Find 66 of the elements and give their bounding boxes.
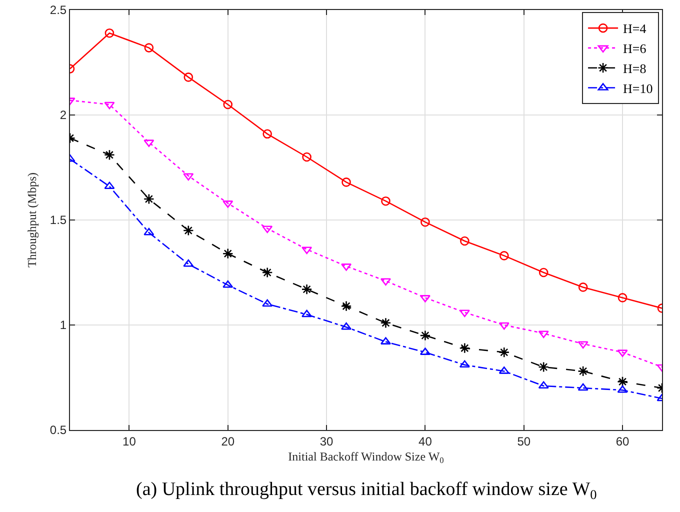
point (381, 196, 390, 206)
x-tick-label: 50 (517, 434, 531, 448)
point (538, 381, 549, 389)
point (262, 299, 273, 307)
point (301, 284, 312, 295)
legend-label: H=6 (623, 41, 647, 56)
point (184, 72, 194, 82)
point (420, 217, 430, 227)
x-tick-label: 30 (320, 434, 334, 448)
point (498, 346, 510, 358)
x-axis-title: Initial Backoff Window Size W$_{0}$ (288, 449, 444, 465)
point (144, 228, 154, 236)
point (420, 330, 431, 341)
point (498, 322, 510, 330)
y-tick-label: 0.5 (50, 423, 67, 438)
point (262, 129, 272, 139)
point (302, 152, 312, 162)
point (183, 259, 194, 267)
point (578, 341, 588, 349)
point (538, 268, 548, 278)
point (578, 383, 588, 391)
point (223, 100, 233, 110)
point (104, 102, 115, 110)
legend-label: H=10 (623, 80, 653, 96)
point (578, 282, 588, 292)
x-tick-label: 20 (221, 434, 235, 448)
y-tick-label: 2 (60, 108, 67, 122)
point (460, 236, 470, 246)
y-axis-title: Throughput (Mbps) (25, 172, 40, 268)
point (104, 182, 115, 190)
x-tick-label: 10 (122, 434, 136, 448)
y-tick-label: 2.5 (50, 3, 67, 18)
point (340, 300, 352, 312)
point (183, 173, 194, 181)
point (459, 360, 470, 368)
y-tick-label: 1 (60, 318, 67, 332)
point (104, 149, 115, 160)
x-tick-label: 40 (418, 434, 432, 448)
point (342, 178, 351, 187)
point (302, 246, 312, 254)
point (302, 310, 312, 318)
x-tick-label: 60 (616, 434, 630, 448)
point (538, 330, 549, 338)
point (222, 280, 234, 288)
point (144, 43, 154, 52)
point (459, 310, 470, 318)
point (618, 293, 628, 302)
point (182, 225, 194, 236)
point (262, 226, 273, 234)
point (104, 28, 114, 38)
point (222, 248, 234, 260)
point (578, 366, 589, 377)
point (499, 251, 509, 260)
legend-label: H=4 (623, 21, 647, 36)
point (143, 194, 154, 204)
point (459, 342, 470, 354)
y-tick-label: 1.5 (50, 213, 67, 228)
text: (a) Uplink throughput versus initial backoff window size W$_{0}$ (136, 479, 598, 502)
point (617, 385, 628, 393)
point (341, 322, 352, 330)
point (380, 317, 392, 328)
legend-label: H=8 (623, 60, 646, 76)
point (617, 376, 628, 388)
point (262, 267, 273, 278)
point (538, 362, 550, 372)
point (380, 278, 391, 286)
